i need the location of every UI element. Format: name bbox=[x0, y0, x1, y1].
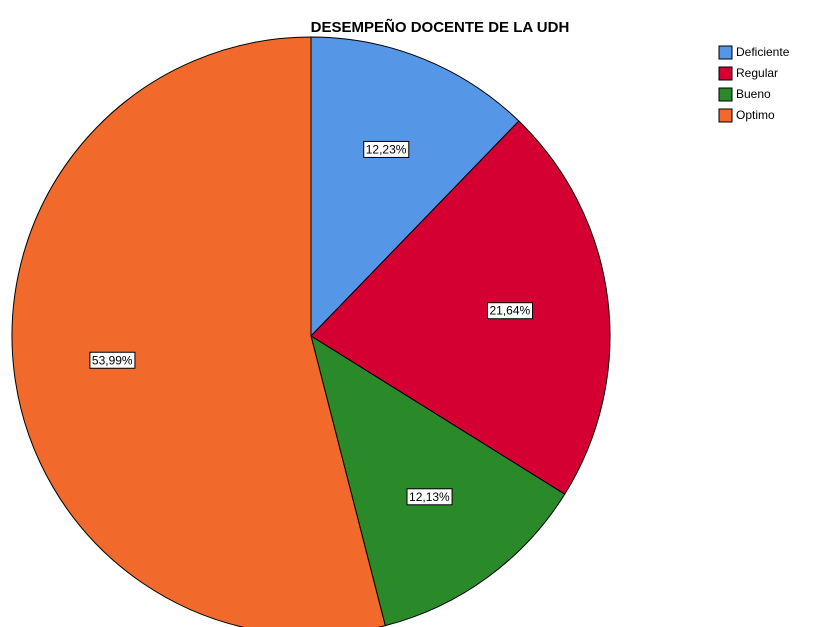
pie-slice bbox=[310, 334, 566, 627]
legend-swatch bbox=[718, 108, 733, 123]
data-label-box bbox=[406, 488, 453, 506]
data-label-box bbox=[363, 140, 410, 158]
data-label-box bbox=[486, 302, 534, 320]
data-label: 21,64% bbox=[489, 304, 530, 318]
data-label-group: 12,23% bbox=[363, 140, 410, 158]
pie-slice bbox=[11, 36, 386, 627]
legend-label: Optimo bbox=[736, 108, 775, 122]
legend-label: Bueno bbox=[736, 87, 771, 101]
data-label-group: 21,64% bbox=[486, 302, 534, 320]
legend-label: Deficiente bbox=[736, 45, 790, 59]
data-label-group: 53,99% bbox=[89, 351, 136, 369]
pie-slice bbox=[310, 36, 520, 338]
data-label-box bbox=[89, 351, 136, 369]
legend-swatch bbox=[718, 87, 733, 102]
legend-label: Regular bbox=[736, 66, 778, 80]
data-label: 53,99% bbox=[92, 353, 133, 367]
data-label-group: 12,13% bbox=[406, 488, 453, 506]
pie-slice bbox=[310, 120, 611, 495]
chart-title: DESEMPEÑO DOCENTE DE LA UDH bbox=[311, 18, 570, 36]
data-label: 12,13% bbox=[409, 490, 450, 504]
legend-swatch bbox=[718, 45, 733, 60]
legend-swatch bbox=[718, 66, 733, 81]
data-label: 12,23% bbox=[366, 142, 407, 156]
